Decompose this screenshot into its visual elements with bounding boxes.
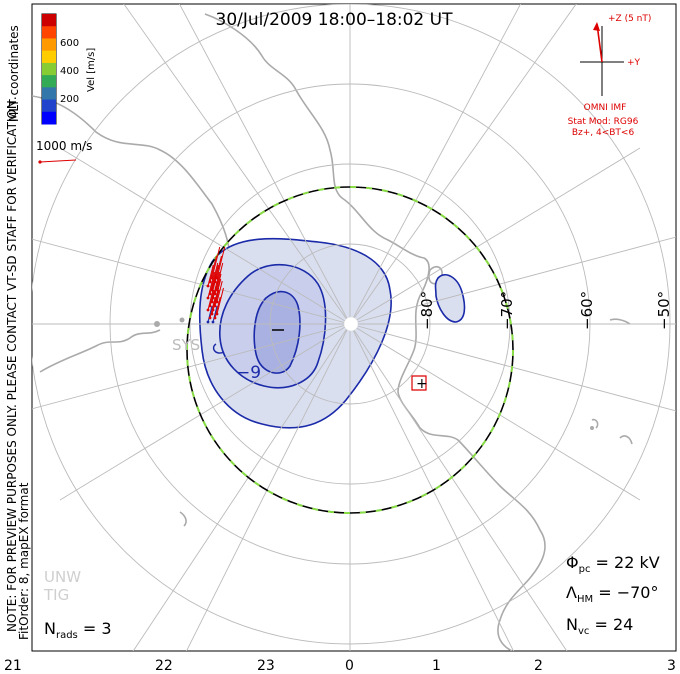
velocity-vector (207, 305, 213, 323)
colorbar-segment (42, 62, 56, 76)
velocity-vector-origin (213, 292, 217, 296)
mlt-label-21: 21 (4, 658, 22, 674)
colorbar-segment (42, 99, 56, 113)
mlt-label-23: 23 (257, 658, 275, 674)
velocity-vector (216, 246, 226, 279)
mlt-label-1: 1 (432, 658, 441, 674)
velocity-vector-origin (211, 320, 215, 324)
velocity-vector-origin (208, 280, 212, 284)
stat-lambda-hm: ΛHM = −70° (566, 583, 658, 605)
lat-label-60: −60° (578, 291, 596, 330)
mlt-label-0: 0 (345, 658, 354, 674)
velocity-vector (211, 246, 221, 279)
imf-z-label: +Z (5 nT) (608, 14, 651, 24)
colorbar-segment (42, 87, 56, 101)
stat-n-rads: Nrads = 3 (44, 619, 112, 641)
velocity-colorbar: 600 400 200 Vel [m/s] (41, 13, 97, 125)
velocity-vector-origin (210, 312, 214, 316)
pole-marker (343, 316, 359, 332)
imf-source-label: OMNI IMF (584, 103, 627, 113)
lat-label-80: −80° (418, 291, 436, 330)
velocity-vector (216, 287, 224, 315)
mlt-label-22: 22 (155, 658, 173, 674)
velocity-vector-origin (208, 304, 212, 308)
velocity-vector-origin (215, 312, 219, 316)
stats-panel: Φpc = 22 kV ΛHM = −70° Nvc = 24 Nrads = … (44, 553, 660, 641)
velocity-vector-origin (211, 308, 215, 312)
stat-mod-conditions: Bz+, 4<BT<6 (572, 128, 635, 138)
contour-positive-cell (434, 274, 466, 323)
colorbar-segment (42, 26, 56, 39)
velocity-vector (216, 273, 222, 291)
preview-note: NOTE: FOR PREVIEW PURPOSES ONLY. PLEASE … (5, 96, 19, 632)
colorbar-segment (42, 75, 56, 88)
lat-label-70: −70° (498, 291, 516, 330)
stat-phi-pc: Φpc = 22 kV (566, 553, 660, 575)
radar-sites (154, 317, 594, 430)
watermark-line1: UNW (44, 568, 81, 586)
colorbar-tick-200: 200 (60, 94, 79, 105)
velocity-vector-origin (210, 288, 214, 292)
grid-lines (32, 4, 676, 651)
colorbar-label: Vel [m/s] (86, 48, 97, 92)
contour-level-3 (253, 290, 301, 374)
radar-label-sys: SYS (172, 336, 200, 354)
imf-dial: +Z (5 nT) +Y OMNI IMF Stat Mod: RG96 Bz+… (568, 14, 652, 138)
colorbar-segment (42, 111, 56, 125)
velocity-vector-origin (206, 296, 210, 300)
watermark-line2: TIG (43, 586, 69, 604)
velocity-vector-origin (210, 300, 214, 304)
imf-y-label: +Y (627, 58, 641, 68)
colorbar-tick-400: 400 (60, 66, 79, 77)
contour-small-loop (212, 343, 225, 354)
stat-n-vc: Nvc = 24 (566, 615, 633, 637)
colorbar-segment (42, 38, 56, 52)
velocity-vector (212, 305, 218, 323)
mlt-coordinates-note: MLT coordinates (7, 25, 21, 122)
velocity-vector-origin (208, 316, 212, 320)
velocity-vector-origin (206, 320, 210, 324)
vector-scale-dot (38, 160, 42, 164)
mlt-label-3: 3 (667, 658, 676, 674)
velocity-vector-origin (211, 296, 215, 300)
mlt-axis: 21 22 23 0 1 2 3 (4, 658, 676, 674)
contour-label-plus: + (416, 376, 428, 392)
velocity-vector (214, 289, 220, 307)
stat-mod-label: Stat Mod: RG96 (568, 117, 639, 127)
velocity-vectors (206, 246, 226, 324)
velocity-vector-origin (208, 292, 212, 296)
lat-label-50: −50° (655, 291, 673, 330)
potential-contours (198, 237, 466, 429)
velocity-vector-origin (213, 304, 217, 308)
velocity-vector-origin (206, 284, 210, 288)
fit-order-note: FitOrder: 8, mapEX format (17, 482, 31, 640)
colorbar-segment (42, 14, 56, 27)
velocity-vector-origin (206, 308, 210, 312)
contour-label-minus9: −9 (236, 363, 261, 383)
mlt-label-2: 2 (534, 658, 543, 674)
velocity-vector-origin (211, 284, 215, 288)
velocity-vector (216, 280, 223, 303)
velocity-vector-origin (215, 300, 219, 304)
imf-vector-head (593, 22, 600, 31)
vector-scale-line (39, 159, 77, 163)
velocity-vector-origin (210, 276, 214, 280)
colorbar-tick-600: 600 (60, 38, 79, 49)
vector-scale-label: 1000 m/s (36, 139, 92, 153)
hm-boundary-dash (186, 186, 514, 514)
velocity-vector-origin (213, 280, 217, 284)
velocity-vector-origin (215, 276, 219, 280)
velocity-vector-origin (215, 288, 219, 292)
velocity-vector-origin (213, 316, 217, 320)
colorbar-segment (42, 50, 56, 64)
positive-potential-marker (411, 375, 427, 391)
map-title: 30/Jul/2009 18:00–18:02 UT (216, 10, 454, 30)
